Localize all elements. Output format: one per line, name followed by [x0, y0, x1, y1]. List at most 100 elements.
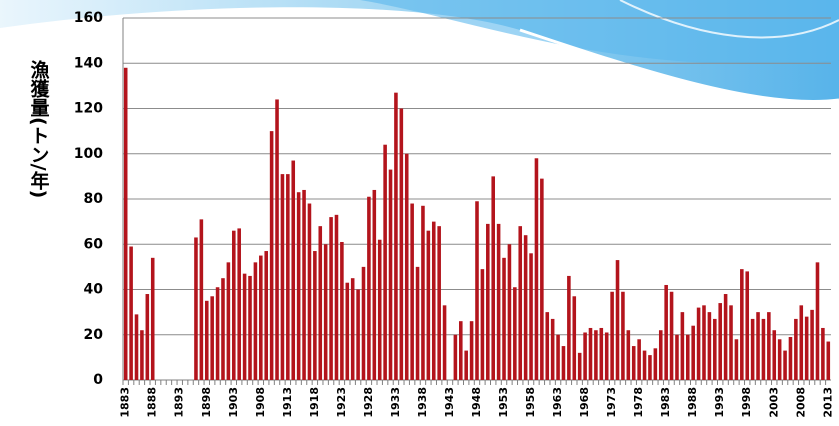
bar — [653, 348, 658, 380]
bar — [415, 266, 420, 380]
x-tick-label: 1928 — [362, 387, 375, 418]
bar — [680, 312, 685, 380]
bar — [323, 244, 328, 380]
bar — [302, 189, 306, 380]
bar — [242, 273, 247, 380]
y-tick-label: 20 — [84, 327, 104, 343]
bar — [372, 189, 377, 380]
y-tick-label: 80 — [84, 191, 104, 207]
bar — [286, 174, 290, 380]
bar — [604, 332, 609, 380]
bar — [459, 321, 463, 380]
x-tick-label: 1983 — [659, 387, 672, 418]
bar — [356, 289, 360, 380]
bar — [453, 334, 458, 380]
bar — [145, 294, 150, 380]
bar — [529, 253, 533, 380]
bar — [253, 262, 258, 380]
bar — [210, 296, 214, 380]
x-tick-label: 1973 — [605, 387, 618, 418]
bar — [426, 230, 431, 380]
bar — [496, 223, 501, 380]
bar — [572, 296, 577, 380]
bar — [431, 221, 436, 380]
bar — [745, 271, 750, 380]
bar — [658, 330, 663, 380]
bar — [631, 346, 636, 380]
bar — [642, 350, 647, 380]
bar — [340, 241, 344, 380]
bar — [691, 325, 695, 380]
x-tick-label: 1993 — [713, 387, 726, 418]
x-tick-label: 1978 — [632, 387, 645, 418]
bar — [621, 291, 625, 380]
bar — [150, 257, 155, 380]
bar — [799, 305, 804, 380]
y-tick-label: 140 — [74, 55, 103, 71]
bar — [259, 255, 263, 380]
bar — [740, 269, 744, 380]
bar — [788, 337, 793, 380]
bar — [394, 92, 398, 380]
bar — [226, 262, 231, 380]
x-tick-label: 1908 — [254, 387, 267, 418]
bar — [750, 318, 755, 380]
bar — [567, 275, 571, 380]
bar — [421, 205, 425, 380]
bar — [134, 314, 139, 380]
bar — [475, 201, 479, 380]
bar — [318, 226, 323, 380]
bar — [707, 312, 712, 380]
bar — [615, 260, 620, 380]
x-tick-label: 1913 — [281, 387, 294, 418]
bar — [675, 334, 679, 380]
bar — [464, 350, 468, 380]
bar — [129, 246, 133, 380]
bar — [486, 223, 490, 380]
bar — [821, 327, 825, 380]
bar — [367, 196, 371, 380]
bar — [377, 239, 382, 380]
bar — [361, 266, 366, 380]
bar — [280, 174, 285, 380]
bar — [264, 251, 269, 380]
bar — [815, 262, 820, 380]
bar — [123, 67, 128, 381]
bar — [275, 99, 279, 380]
bar — [556, 334, 560, 380]
y-tick-label: 120 — [74, 101, 103, 117]
bar — [637, 339, 641, 380]
bar — [399, 108, 404, 380]
bar — [269, 131, 274, 380]
bar — [810, 309, 814, 380]
bar — [248, 275, 252, 380]
bar — [777, 339, 782, 380]
x-tick-label: 1918 — [308, 387, 321, 418]
bar — [388, 169, 393, 380]
bar — [237, 228, 241, 380]
bar — [329, 217, 333, 380]
bar — [204, 300, 209, 380]
bar — [518, 226, 523, 380]
bar — [783, 350, 787, 380]
bar — [599, 327, 604, 380]
bar — [685, 334, 690, 380]
bar — [345, 282, 350, 380]
x-tick-label: 1883 — [119, 387, 132, 418]
bar — [502, 257, 506, 380]
bar — [215, 287, 220, 380]
bar — [221, 278, 225, 380]
x-tick-label: 1938 — [416, 387, 429, 418]
y-tick-label: 60 — [84, 236, 104, 252]
bar — [491, 176, 495, 380]
x-tick-label: 1898 — [200, 387, 213, 418]
bar — [296, 192, 301, 380]
bar — [383, 144, 387, 380]
bar — [594, 330, 598, 380]
bar — [523, 235, 528, 380]
x-tick-label: 1903 — [227, 387, 240, 418]
bar — [507, 244, 512, 380]
decoration — [0, 0, 839, 104]
x-tick-label: 1933 — [389, 387, 402, 418]
